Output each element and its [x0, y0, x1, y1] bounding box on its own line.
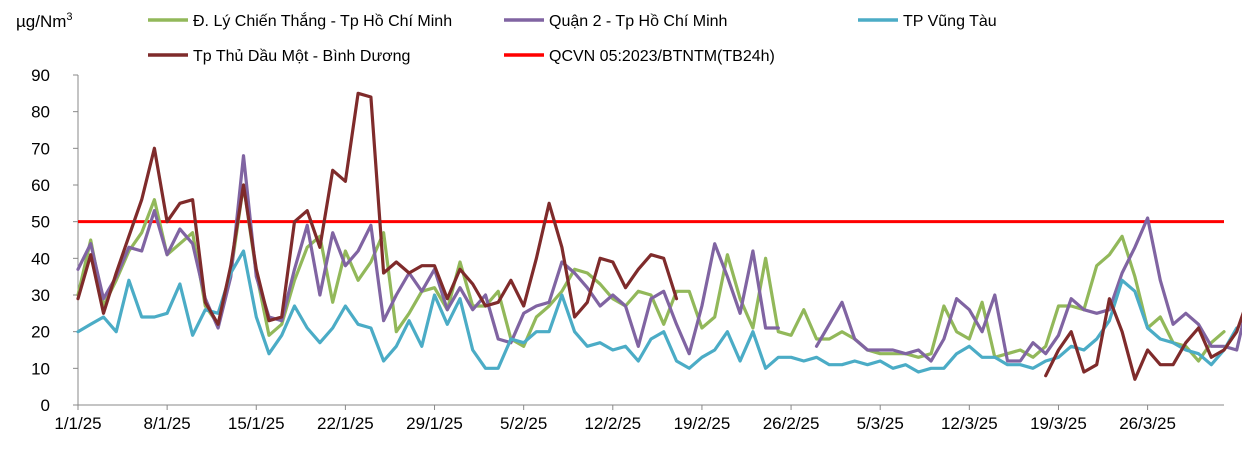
series-line-3	[76, 249, 1239, 374]
series-layer	[76, 91, 1242, 381]
x-tick-label: 26/3/25	[1119, 414, 1176, 433]
y-axis: µg/Nm3 0 10 20 30 40 50 60 70 80 90	[16, 11, 79, 415]
legend-label-3: TP Vũng Tàu	[903, 13, 997, 30]
series-line-2	[814, 216, 1242, 363]
y-tick-label: 10	[31, 359, 50, 378]
x-tick-label: 26/2/25	[763, 414, 820, 433]
y-tick-label: 50	[31, 213, 50, 232]
x-tick-label: 22/1/25	[317, 414, 374, 433]
y-tick-label: 40	[31, 249, 50, 268]
legend-label-4: Tp Thủ Dầu Một - Bình Dương	[193, 48, 410, 65]
legend-label-5: QCVN 05:2023/BTNTM(TB24h)	[549, 48, 775, 65]
legend: Đ. Lý Chiến Thắng - Tp Hồ Chí Minh Quận 2…	[148, 11, 997, 65]
x-tick-label: 19/2/25	[674, 414, 731, 433]
y-axis-unit-superscript: 3	[66, 11, 72, 23]
x-tick-label: 5/3/25	[857, 414, 904, 433]
series-line-4	[76, 91, 679, 326]
series-line-2	[76, 154, 780, 356]
x-tick-label: 19/3/25	[1030, 414, 1087, 433]
y-tick-label: 30	[31, 286, 50, 305]
x-tick-label: 15/1/25	[228, 414, 285, 433]
series-line-4	[1044, 297, 1242, 381]
y-tick-label: 0	[41, 396, 50, 415]
y-tick-label: 70	[31, 139, 50, 158]
legend-label-1: Đ. Lý Chiến Thắng - Tp Hồ Chí Minh	[193, 11, 452, 30]
x-axis: 1/1/25 8/1/25 15/1/25 22/1/25 29/1/25 5/2/25 1…	[54, 404, 1224, 433]
x-tick-label: 29/1/25	[406, 414, 463, 433]
y-tick-label: 90	[31, 66, 50, 85]
y-axis-unit-label: µg/Nm3	[16, 11, 73, 31]
x-tick-label: 12/2/25	[584, 414, 641, 433]
x-tick-label: 8/1/25	[144, 414, 191, 433]
y-tick-label: 80	[31, 103, 50, 122]
series-line-1	[76, 183, 1226, 363]
x-tick-label: 12/3/25	[941, 414, 998, 433]
legend-label-2: Quận 2 - Tp Hồ Chí Minh	[549, 13, 727, 30]
x-tick-label: 5/2/25	[500, 414, 547, 433]
y-tick-label: 20	[31, 323, 50, 342]
x-tick-label: 1/1/25	[54, 414, 101, 433]
y-tick-label: 60	[31, 176, 50, 195]
